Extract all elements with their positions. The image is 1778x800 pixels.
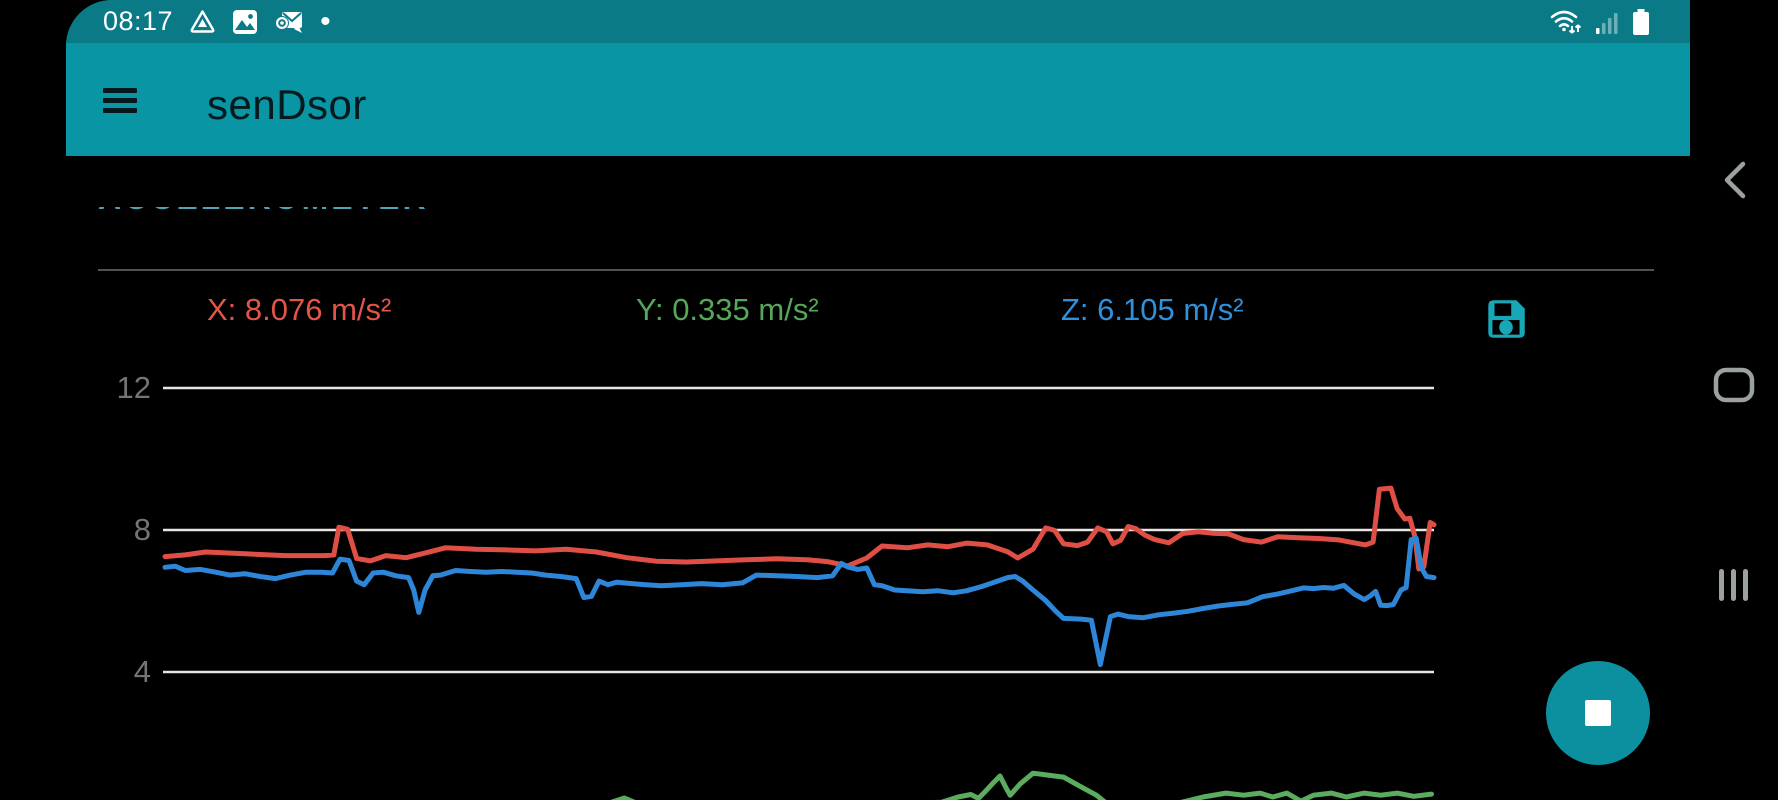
battery-icon — [1632, 8, 1650, 36]
hamburger-menu-button[interactable] — [103, 88, 137, 114]
y-tick-label: 12 — [116, 370, 151, 405]
stop-icon — [1585, 700, 1611, 726]
floppy-disk-icon — [1488, 300, 1525, 338]
drive-icon — [189, 9, 216, 34]
divider-line — [98, 269, 1654, 271]
navigation-bar — [1690, 0, 1778, 800]
status-bar-left: 08:17 — [103, 6, 331, 37]
home-icon — [1713, 367, 1755, 403]
y-tick-label: 4 — [133, 654, 151, 689]
reading-y: Y: 0.335 m/s² — [636, 292, 819, 327]
clipped-section-heading: ACCELEROMETER — [98, 207, 518, 219]
recents-icon — [1719, 569, 1748, 601]
status-bar-right — [1550, 8, 1650, 36]
back-button[interactable] — [1690, 120, 1778, 240]
series-z-line — [162, 535, 1437, 667]
gallery-icon — [232, 9, 258, 35]
save-button[interactable] — [1481, 294, 1531, 344]
clock: 08:17 — [103, 6, 174, 36]
app-window-top: 08:17 — [66, 0, 1690, 156]
status-bar: 08:17 — [66, 0, 1690, 43]
outlook-icon — [274, 9, 304, 35]
app-title: senDsor — [207, 81, 367, 128]
home-button[interactable] — [1690, 325, 1778, 445]
reading-x: X: 8.076 m/s² — [207, 292, 392, 327]
series-x-line — [162, 485, 1437, 572]
signal-icon — [1596, 10, 1620, 36]
series-y-line — [610, 770, 1434, 800]
recents-button[interactable] — [1690, 525, 1778, 645]
reading-z: Z: 6.105 m/s² — [1061, 292, 1244, 327]
notification-dot: • — [320, 4, 331, 38]
y-tick-label: 8 — [133, 512, 151, 547]
app-bar: senDsor — [66, 43, 1690, 156]
wifi-icon — [1550, 8, 1584, 36]
stop-button[interactable] — [1546, 661, 1650, 765]
back-chevron-icon — [1724, 161, 1746, 199]
